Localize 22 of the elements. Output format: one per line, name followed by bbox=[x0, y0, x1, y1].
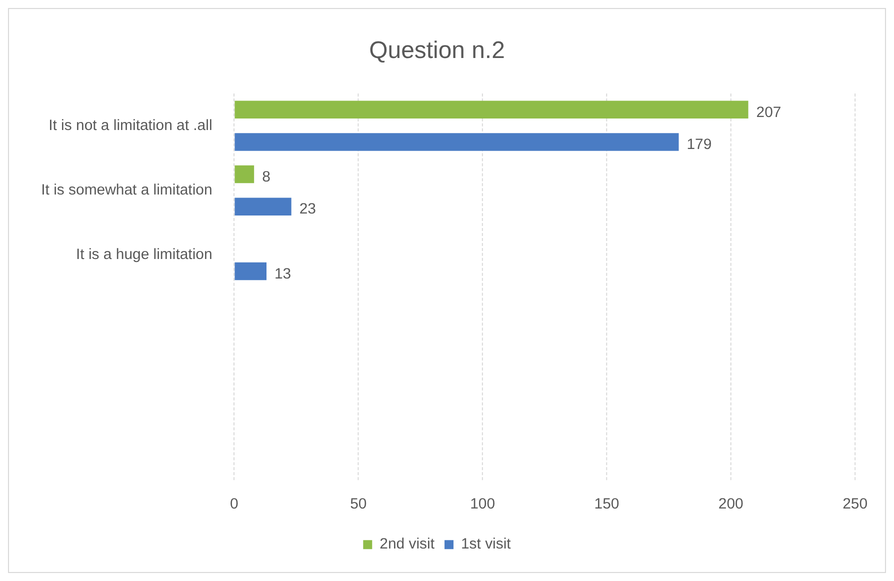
chart-title: Question n.2 bbox=[369, 36, 505, 64]
legend-label: 2nd visit bbox=[380, 536, 436, 553]
x-tick-label: 250 bbox=[842, 495, 868, 512]
bar bbox=[234, 165, 254, 184]
bar bbox=[234, 262, 266, 280]
bar bbox=[234, 198, 292, 216]
bar bbox=[234, 133, 679, 151]
y-tick-label: It is somewhat a limitation bbox=[41, 182, 212, 199]
x-tick-label: 0 bbox=[230, 495, 238, 512]
x-tick-label: 100 bbox=[470, 495, 496, 512]
data-label: 207 bbox=[756, 104, 782, 121]
legend-label: 1st visit bbox=[460, 536, 512, 553]
bar bbox=[234, 100, 748, 119]
x-tick-label: 200 bbox=[718, 495, 744, 512]
data-label: 8 bbox=[262, 168, 270, 186]
data-label: 179 bbox=[686, 136, 712, 154]
x-tick-label: 150 bbox=[594, 495, 620, 512]
data-label: 13 bbox=[274, 265, 292, 282]
data-label: 23 bbox=[299, 200, 316, 218]
y-tick-label: It is a huge limitation bbox=[76, 246, 212, 264]
y-tick-label: It is not a limitation at .all bbox=[48, 116, 212, 134]
x-tick-label: 50 bbox=[350, 495, 367, 512]
